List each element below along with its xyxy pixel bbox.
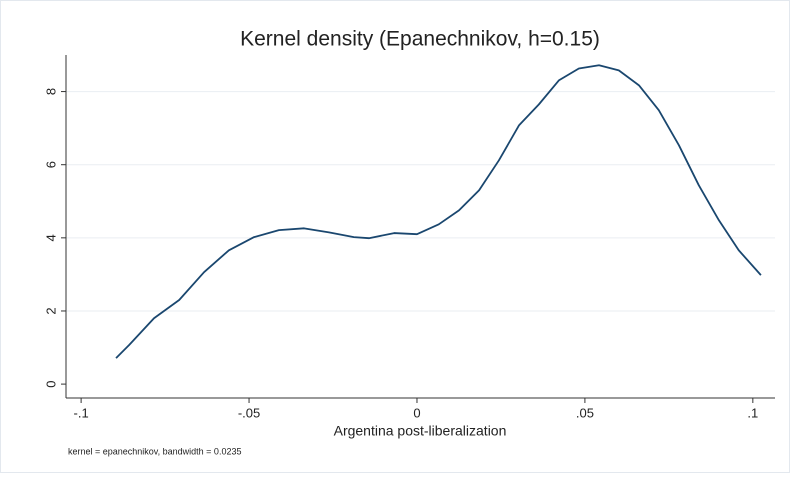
density-line [115,64,762,359]
x-axis-label: Argentina post-liberalization [334,423,507,439]
x-tick-label: -.1 [74,405,89,420]
y-tick-label: 4 [43,234,58,241]
x-tick-label: .1 [747,405,758,420]
x-tick-label: -.05 [238,405,260,420]
y-tick-label: 6 [43,161,58,168]
y-tick-label: 0 [43,380,58,387]
note: kernel = epanechnikov, bandwidth = 0.023… [68,446,241,456]
y-tick-label: 8 [43,88,58,95]
chart-title: Kernel density (Epanechnikov, h=0.15) [240,28,600,51]
y-tick-label: 2 [43,307,58,314]
x-tick-label: .05 [576,405,594,420]
x-tick-label: 0 [413,405,420,420]
